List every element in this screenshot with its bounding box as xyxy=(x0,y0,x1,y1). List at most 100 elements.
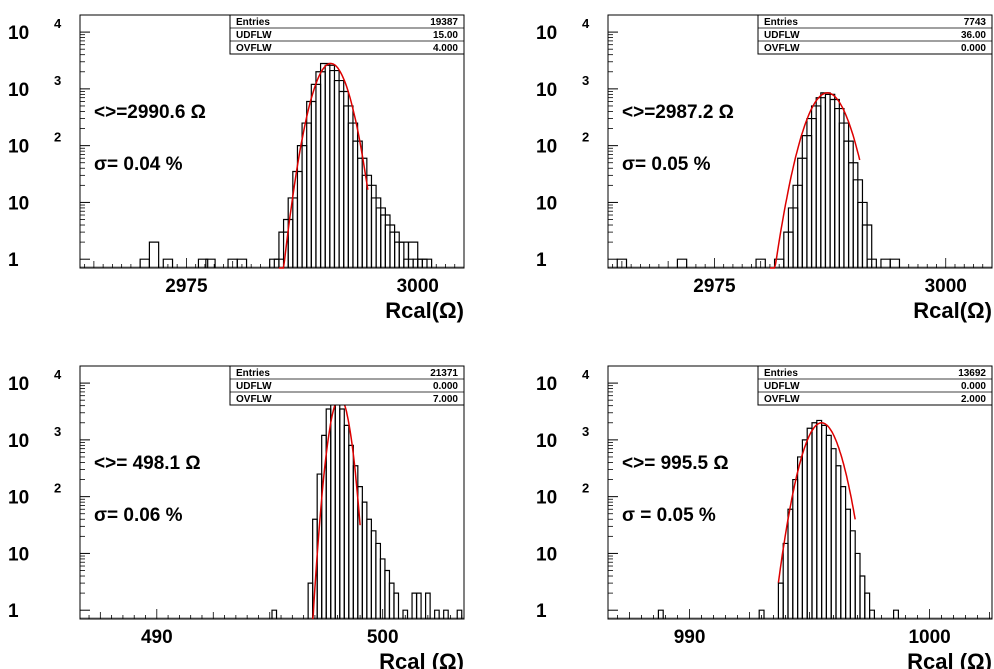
panel-4-ytick-exp-2: 2 xyxy=(582,481,589,496)
panel-3-stats-value-2: 7.000 xyxy=(433,394,458,405)
panel-3-xtick-label-1: 500 xyxy=(367,627,399,648)
panel-1-annotation-0: <>=2990.6 Ω xyxy=(94,102,206,123)
panel-3-bin-14 xyxy=(366,518,372,619)
panel-4-xtick-label-0: 990 xyxy=(674,627,706,648)
panel-1-ytick-label-4: 10 xyxy=(8,23,29,44)
panel-3-bin-10 xyxy=(348,444,354,619)
panel-1-stats-name-1: UDFLW xyxy=(236,30,272,41)
panel-4-ytick-label-2: 10 xyxy=(536,488,557,509)
panel-2-ytick-exp-4: 4 xyxy=(582,16,590,31)
panel-4-stats-value-1: 0.000 xyxy=(961,381,986,392)
panel-2-bin-1 xyxy=(676,258,688,268)
panel-4-stats-name-2: OVFLW xyxy=(764,394,800,405)
panel-2-bin-0 xyxy=(616,258,628,268)
panel-3-bin-20 xyxy=(393,592,400,619)
panel-3-bin-1 xyxy=(307,582,314,619)
panel-3-bin-16 xyxy=(375,542,382,619)
panel-4-stats-name-1: UDFLW xyxy=(764,381,800,392)
panel-1-xtick-label-1: 3000 xyxy=(397,276,439,297)
panel-4-bin-7 xyxy=(801,439,808,619)
panel-2-ytick-exp-3: 3 xyxy=(582,73,589,88)
panel-2-stats-value-2: 0.000 xyxy=(961,43,986,54)
panel-2-ytick-label-2: 10 xyxy=(536,137,557,158)
panel-3-bin-8 xyxy=(339,408,345,619)
panel-1-ytick-exp-3: 3 xyxy=(54,73,61,88)
panel-2-xlabel: Rcal(Ω) xyxy=(913,298,992,323)
panel-3-bin-15 xyxy=(370,530,377,619)
panel-4-bin-13 xyxy=(830,448,837,619)
panel-3-xlabel: Rcal (Ω) xyxy=(379,649,464,669)
panel-3-bin-24 xyxy=(425,592,431,619)
panel-1-stats-name-0: Entries xyxy=(236,17,270,28)
panel-4-ytick-exp-4: 4 xyxy=(582,367,590,382)
panel-2-ytick-label-3: 10 xyxy=(536,80,557,101)
panel-3-bin-9 xyxy=(343,424,350,619)
panel-1-annotation-1: σ= 0.04 % xyxy=(94,154,183,175)
panel-1-stats-value-2: 4.000 xyxy=(433,43,458,54)
panel-4-bin-21 xyxy=(869,609,875,619)
panel-3-stats-value-1: 0.000 xyxy=(433,381,458,392)
panel-3-stats-name-1: UDFLW xyxy=(236,381,272,392)
panel-4-bin-1 xyxy=(758,609,765,619)
panel-2-xtick-label-1: 3000 xyxy=(925,276,967,297)
panel-1-stats-name-2: OVFLW xyxy=(236,43,272,54)
panel-4-bin-6 xyxy=(797,456,803,619)
panel-4-bin-11 xyxy=(821,424,827,619)
panel-1-stats-box xyxy=(229,14,465,55)
panel-3-annotation-1: σ= 0.06 % xyxy=(94,505,183,526)
panel-3-bin-6 xyxy=(330,397,336,619)
panel-3-bin-27 xyxy=(456,609,463,619)
panel-2-stats-name-0: Entries xyxy=(764,17,798,28)
panel-3-bin-18 xyxy=(384,569,391,619)
panel-1-ytick-label-3: 10 xyxy=(8,80,29,101)
panel-4-bin-5 xyxy=(792,478,799,619)
panel-1-ytick-label-0: 1 xyxy=(8,250,19,271)
panel-3-ytick-exp-3: 3 xyxy=(54,424,61,439)
panel-1-bin-0 xyxy=(139,258,150,268)
panel-4-bin-12 xyxy=(825,434,832,619)
panel-3-bin-19 xyxy=(388,582,395,619)
panel-4-xtick-label-1: 1000 xyxy=(908,627,950,648)
panel-3-ytick-label-2: 10 xyxy=(8,488,29,509)
panel-2-fit-curve xyxy=(769,92,861,269)
panel-1-ytick-label-2: 10 xyxy=(8,137,29,158)
panel-1-fit-curve xyxy=(278,62,369,269)
panel-3-ytick-label-3: 10 xyxy=(8,431,29,452)
panel-4-bin-14 xyxy=(835,465,842,619)
panel-4-annotation-0: <>= 995.5 Ω xyxy=(622,453,729,474)
panel-2-stats-value-1: 36.00 xyxy=(961,30,986,41)
panel-2-bin-19 xyxy=(852,179,864,268)
panel-3-bin-25 xyxy=(434,609,440,619)
panel-3-annotation-0: <>= 498.1 Ω xyxy=(94,453,201,474)
panel-1-xlabel: Rcal(Ω) xyxy=(385,298,464,323)
panel-3-ytick-exp-2: 2 xyxy=(54,481,61,496)
panel-3-ytick-exp-4: 4 xyxy=(54,367,62,382)
panel-4-stats-value-2: 2.000 xyxy=(961,394,986,405)
panel-2-bin-22 xyxy=(866,258,877,268)
panel-3-bin-7 xyxy=(334,399,341,619)
panel-1-ytick-exp-2: 2 xyxy=(54,130,61,145)
panel-3-bin-22 xyxy=(411,592,418,619)
panel-1-bin-3 xyxy=(197,258,209,268)
panel-3-xtick-label-0: 490 xyxy=(141,627,173,648)
panel-3-stats-name-0: Entries xyxy=(236,368,270,379)
panel-3-stats-value-0: 21371 xyxy=(430,368,458,379)
panel-4-bin-9 xyxy=(811,422,818,619)
panel-2-bin-21 xyxy=(861,224,873,268)
panel-3-ytick-label-1: 10 xyxy=(8,544,29,565)
panel-3-stats-name-2: OVFLW xyxy=(236,394,272,405)
panel-4-bin-17 xyxy=(849,530,856,619)
panel-4-bin-20 xyxy=(864,592,871,619)
panel-3-bin-23 xyxy=(415,592,422,619)
panel-4-ytick-label-0: 1 xyxy=(536,601,547,622)
panel-4-bin-16 xyxy=(845,508,851,619)
panel-2-annotation-0: <>=2987.2 Ω xyxy=(622,102,734,123)
panel-4-bin-4 xyxy=(787,508,794,619)
panel-2-bin-24 xyxy=(889,258,901,268)
panel-4-bin-8 xyxy=(806,427,813,619)
panel-3-bin-13 xyxy=(361,501,368,619)
panel-4-bin-0 xyxy=(657,609,664,619)
